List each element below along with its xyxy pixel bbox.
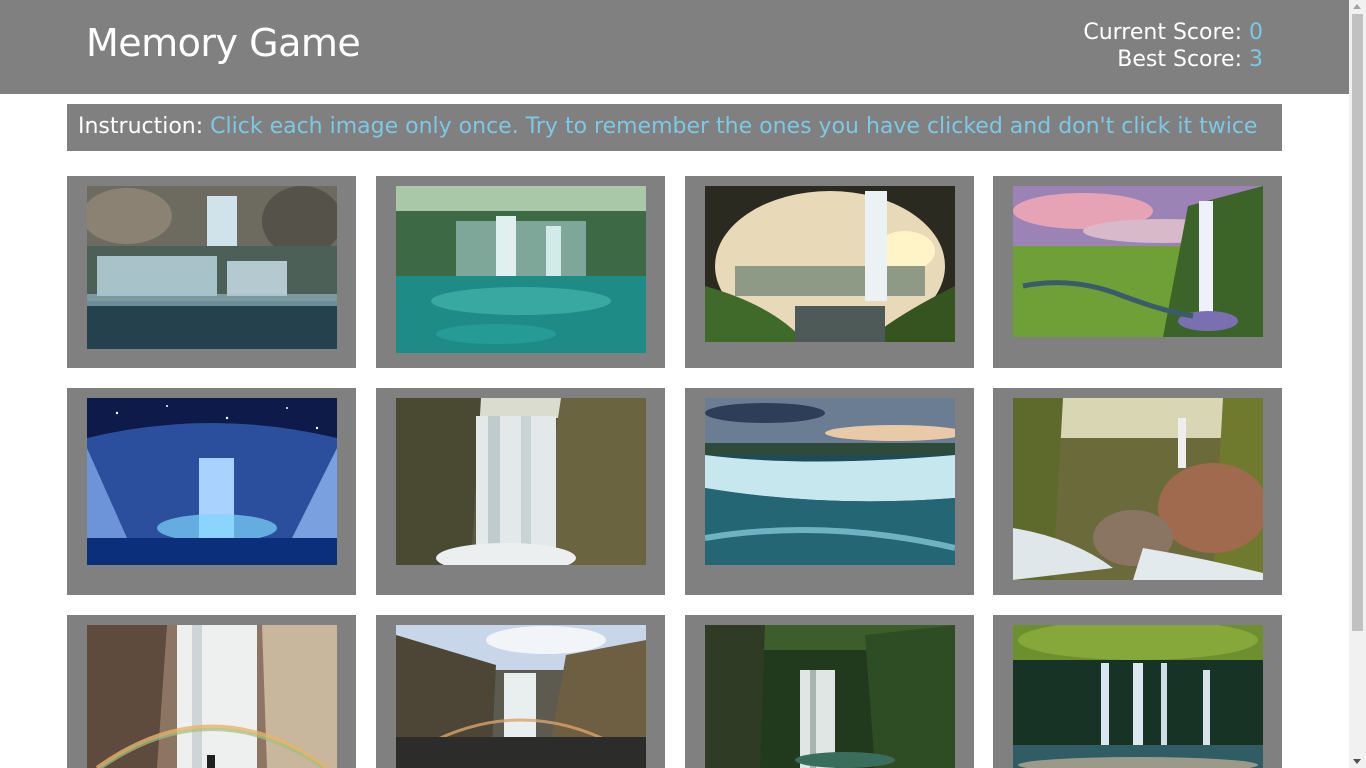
scrollbar-thumb[interactable] (1352, 14, 1363, 631)
image-card-1[interactable] (67, 176, 356, 368)
image-card-6[interactable] (376, 388, 665, 595)
jungle-waterfall-image[interactable] (705, 625, 955, 768)
cave-view-waterfall-image[interactable] (705, 186, 955, 342)
current-score-value: 0 (1249, 20, 1263, 45)
sunset-valley-waterfall-image[interactable] (1013, 186, 1263, 337)
image-card-4[interactable] (993, 176, 1282, 368)
image-card-5[interactable] (67, 388, 356, 595)
image-card-7[interactable] (685, 388, 974, 595)
instruction-bar: Instruction: Click each image only once.… (67, 104, 1282, 151)
scroll-up-arrow-icon[interactable] (1353, 4, 1361, 9)
ice-cave-night-waterfall-image[interactable] (87, 398, 337, 565)
canyon-rainbow-waterfall-image[interactable] (396, 625, 646, 768)
current-score: Current Score: 0 (1083, 19, 1263, 46)
image-card-11[interactable] (685, 615, 974, 768)
horseshoe-falls-image[interactable] (705, 398, 955, 565)
best-score-label: Best Score: (1117, 47, 1249, 72)
tiered-cascade-waterfall-image[interactable] (87, 186, 337, 349)
image-card-2[interactable] (376, 176, 665, 368)
score-panel: Current Score: 0 Best Score: 3 (1083, 19, 1263, 73)
instruction-text: Click each image only once. Try to remem… (210, 114, 1258, 139)
cliff-waterfall-image[interactable] (396, 398, 646, 565)
image-card-3[interactable] (685, 176, 974, 368)
best-score: Best Score: 3 (1083, 46, 1263, 73)
image-card-9[interactable] (67, 615, 356, 768)
image-card-10[interactable] (376, 615, 665, 768)
current-score-label: Current Score: (1083, 20, 1249, 45)
scroll-down-arrow-icon[interactable] (1353, 759, 1361, 764)
best-score-value: 3 (1249, 47, 1263, 72)
forest-pool-waterfall-image[interactable] (1013, 625, 1263, 768)
navbar: Memory Game Current Score: 0 Best Score:… (0, 0, 1349, 94)
rocky-forest-waterfall-image[interactable] (1013, 398, 1263, 580)
image-card-8[interactable] (993, 388, 1282, 595)
image-card-12[interactable] (993, 615, 1282, 768)
turquoise-pool-waterfall-image[interactable] (396, 186, 646, 353)
page-title: Memory Game (86, 21, 361, 65)
instruction-label: Instruction: (78, 114, 211, 139)
rainbow-mist-waterfall-image[interactable] (87, 625, 337, 768)
vertical-scrollbar[interactable] (1349, 0, 1366, 768)
